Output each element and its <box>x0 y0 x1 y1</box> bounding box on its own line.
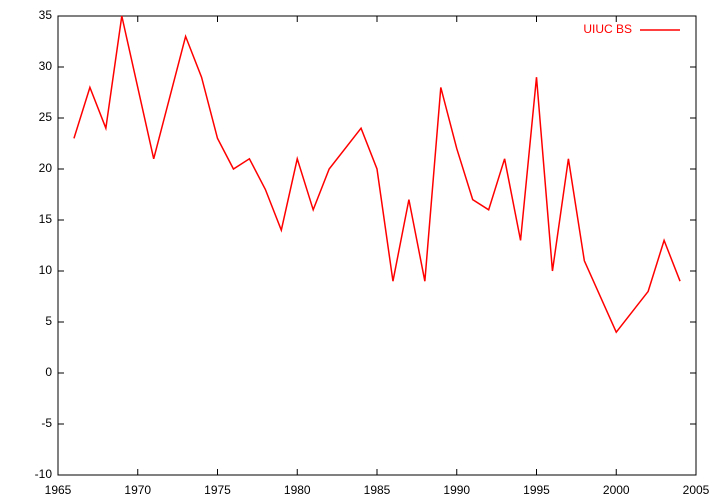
x-tick-label: 1975 <box>204 483 231 497</box>
plot-frame <box>57 15 697 476</box>
y-tick-label: -10 <box>35 467 53 481</box>
y-tick-label: 10 <box>39 263 53 277</box>
y-tick-label: 25 <box>39 110 53 124</box>
y-tick-label: 5 <box>45 314 52 328</box>
x-tick-label: 1985 <box>364 483 391 497</box>
y-tick-label: -5 <box>41 416 52 430</box>
y-tick-label: 35 <box>39 8 53 22</box>
x-tick-label: 1995 <box>523 483 550 497</box>
y-tick-label: 0 <box>45 365 52 379</box>
x-tick-label: 1980 <box>284 483 311 497</box>
legend-label: UIUC BS <box>583 22 632 36</box>
x-tick-label: 1990 <box>443 483 470 497</box>
x-tick-label: 2000 <box>603 483 630 497</box>
x-tick-label: 1970 <box>124 483 151 497</box>
data-line <box>73 15 681 334</box>
y-tick-label: 20 <box>39 161 53 175</box>
x-tick-label: 1965 <box>45 483 72 497</box>
y-tick-label: 30 <box>39 59 53 73</box>
x-tick-label: 2005 <box>683 483 710 497</box>
y-tick-label: 15 <box>39 212 53 226</box>
